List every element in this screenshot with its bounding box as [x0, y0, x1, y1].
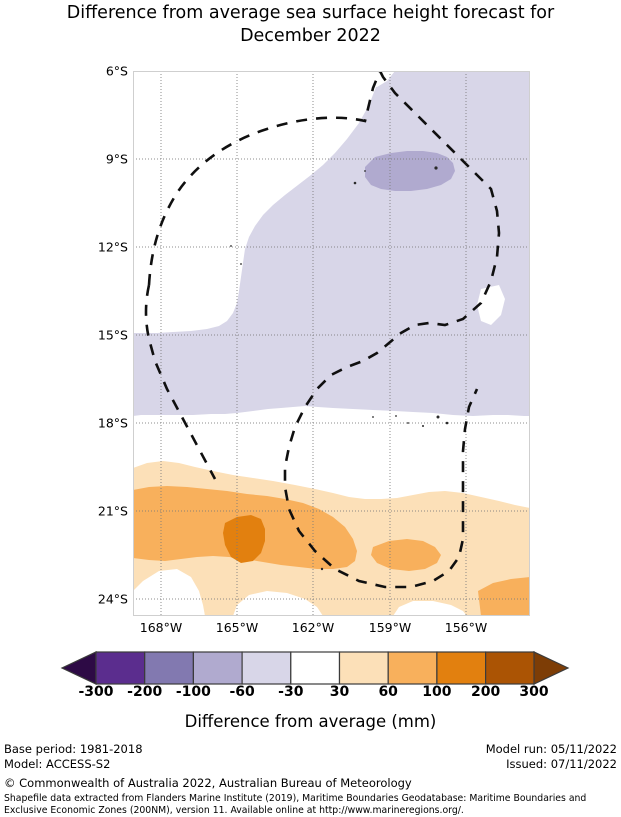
y-axis-tick-labels: 6°S 9°S 12°S 15°S 18°S 21°S 24°S — [65, 64, 128, 616]
colorbar: -300 -200 -100 -60 -30 30 60 100 200 300 — [0, 648, 621, 708]
colorbar-swatch-2 — [144, 651, 194, 685]
plot-border — [133, 71, 530, 616]
contour-band-100-to-200 — [223, 515, 265, 563]
sea-surface-height-map — [133, 71, 530, 616]
cbtick-60: 60 — [378, 684, 398, 700]
footer-model-run: Model run: 05/11/2022 — [485, 742, 617, 756]
ytick-21s: 21°S — [97, 503, 128, 519]
xtick-168w: 168°W — [139, 620, 183, 635]
xtick-162w: 162°W — [291, 620, 335, 635]
map-plot-area — [133, 71, 530, 616]
colorbar-under-arrow — [60, 651, 97, 685]
eez-boundary-line — [144, 71, 501, 589]
colorbar-swatch-7 — [387, 651, 438, 685]
colorbar-gradient-strip — [60, 651, 570, 685]
xtick-159w: 159°W — [368, 620, 412, 635]
ytick-15s: 15°S — [97, 327, 128, 343]
colorbar-over-arrow — [533, 651, 570, 685]
footer-base-period: Base period: 1981-2018 — [4, 742, 143, 756]
footer-copyright: © Commonwealth of Australia 2022, Austra… — [4, 776, 412, 790]
cbtick-200: 200 — [470, 684, 501, 700]
footer-shapefile-line-2: Exclusive Economic Zones (200NM), versio… — [4, 805, 464, 816]
colorbar-swatch-1 — [95, 651, 146, 685]
colorbar-swatch-5 — [290, 651, 341, 685]
x-axis-tick-labels: 168°W 165°W 162°W 159°W 156°W — [133, 620, 530, 642]
colorbar-axis-label: Difference from average (mm) — [184, 712, 437, 731]
ytick-12s: 12°S — [97, 239, 128, 255]
cbtick-minus200: -200 — [127, 684, 163, 700]
cbtick-300: 300 — [519, 684, 549, 700]
ytick-18s: 18°S — [97, 415, 128, 431]
page-title: Difference from average sea surface heig… — [66, 3, 555, 46]
xtick-156w: 156°W — [444, 620, 488, 635]
colorbar-tick-labels: -300 -200 -100 -60 -30 30 60 100 200 300 — [0, 684, 621, 706]
map-gridlines — [133, 71, 530, 616]
island-markers — [230, 166, 449, 571]
footer-shapefile-line-1: Shapefile data extracted from Flanders M… — [4, 793, 587, 804]
ytick-9s: 9°S — [105, 151, 128, 167]
footer-issued: Issued: 07/11/2022 — [506, 757, 617, 771]
cbtick-100: 100 — [422, 684, 452, 700]
footer-model: Model: ACCESS-S2 — [4, 757, 111, 771]
cbtick-30: 30 — [329, 684, 350, 700]
cbtick-minus100: -100 — [175, 684, 211, 700]
contour-band-minus60-to-minus100 — [365, 151, 455, 191]
colorbar-swatch-6 — [338, 651, 389, 685]
ytick-24s: 24°S — [97, 591, 128, 607]
ytick-6s: 6°S — [105, 63, 128, 79]
colorbar-swatch-9 — [485, 651, 535, 685]
colorbar-swatch-8 — [436, 651, 487, 685]
cbtick-minus300: -300 — [78, 684, 114, 700]
footer: Base period: 1981-2018 Model: ACCESS-S2 … — [0, 742, 621, 816]
colorbar-swatch-4 — [241, 651, 292, 685]
colorbar-swatch-3 — [192, 651, 243, 685]
cbtick-minus60: -60 — [229, 684, 255, 700]
cbtick-minus30: -30 — [278, 684, 304, 700]
xtick-165w: 165°W — [215, 620, 259, 635]
